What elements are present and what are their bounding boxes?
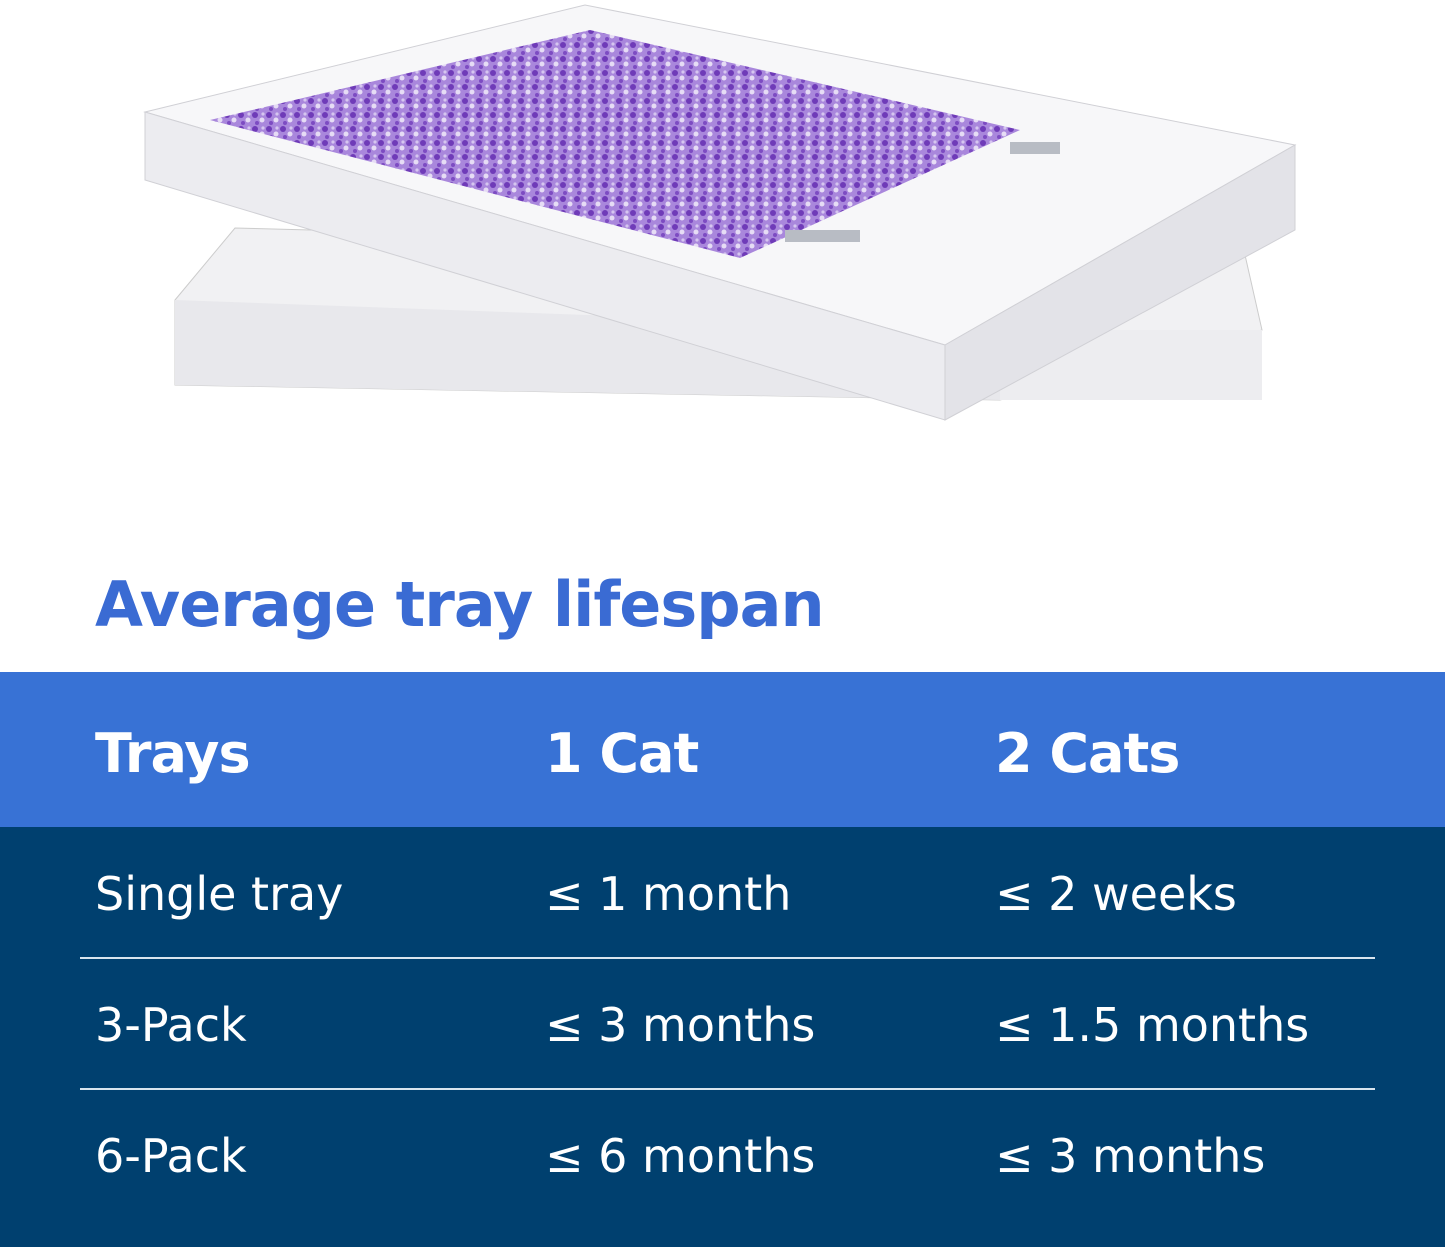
table-header: Trays 1 Cat 2 Cats [0,672,1445,827]
column-header-2-cats: 2 Cats [995,722,1180,785]
table-row: 3-Pack ≤ 3 months ≤ 1.5 months [0,958,1445,1089]
page-title: Average tray lifespan [95,568,825,641]
tray [143,4,1297,421]
cell-tray-type: 6-Pack [95,1129,247,1183]
column-header-trays: Trays [95,722,251,785]
column-header-1-cat: 1 Cat [545,722,699,785]
cell-1-cat: ≤ 6 months [545,1129,816,1183]
cell-2-cats: ≤ 2 weeks [995,867,1237,921]
cell-2-cats: ≤ 3 months [995,1129,1266,1183]
row-divider [80,1088,1375,1090]
table-body: Single tray ≤ 1 month ≤ 2 weeks 3-Pack ≤… [0,827,1445,1247]
row-divider [80,957,1375,959]
cell-tray-type: 3-Pack [95,998,247,1052]
cell-1-cat: ≤ 3 months [545,998,816,1052]
cell-2-cats: ≤ 1.5 months [995,998,1310,1052]
cell-1-cat: ≤ 1 month [545,867,792,921]
table-row: 6-Pack ≤ 6 months ≤ 3 months [0,1089,1445,1220]
cell-tray-type: Single tray [95,867,344,921]
table-row: Single tray ≤ 1 month ≤ 2 weeks [0,827,1445,958]
litter-tray-product-image [143,4,1297,421]
